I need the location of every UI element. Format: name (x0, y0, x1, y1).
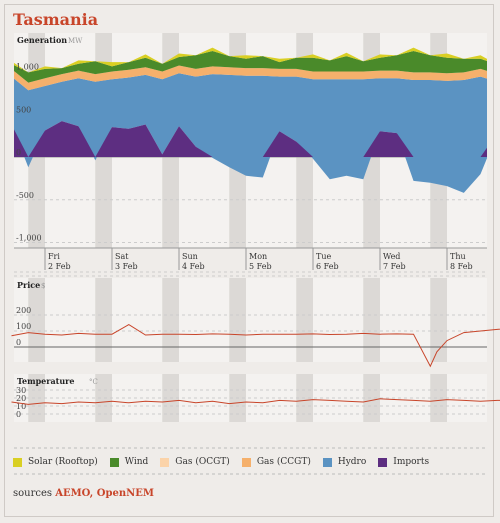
gen-ytick-label: -1,000 (16, 234, 42, 243)
night-band (95, 278, 112, 362)
sources: sources AEMO, OpenNEM (13, 488, 154, 499)
gen-ytick-label: 0 (16, 148, 21, 157)
date-label: 8 Feb (450, 262, 473, 271)
night-band (229, 278, 246, 362)
night-band (363, 374, 380, 422)
night-band (296, 278, 313, 362)
date-label: 3 Feb (115, 262, 138, 271)
date-label: 6 Feb (316, 262, 339, 271)
legend-item-imports: Imports (378, 457, 429, 467)
gen-ytick-label: 1,000 (16, 63, 39, 72)
legend-item-solar: Solar (Rooftop) (13, 457, 98, 467)
legend-swatch-solar (13, 457, 22, 467)
day-label: Sat (115, 252, 129, 261)
temp-ytick-label: 20 (16, 394, 26, 403)
price-ytick-label: 100 (16, 322, 31, 331)
legend-item-hydro: Hydro (322, 457, 367, 467)
price-unit: $ (41, 282, 45, 290)
area-hydro (14, 73, 487, 193)
gen-ytick-label: 500 (16, 105, 31, 114)
legend-label-gas-ccgt: Gas (CCGT) (256, 457, 311, 467)
area-imports (14, 121, 487, 157)
temp-line (11, 398, 500, 405)
gen-title: Generation (17, 35, 67, 45)
day-label: Fri (48, 252, 60, 261)
night-band (430, 278, 447, 362)
legend-swatch-wind (109, 457, 119, 467)
legend-swatch-hydro (322, 457, 332, 467)
night-band (95, 374, 112, 422)
sources-links[interactable]: AEMO, OpenNEM (55, 488, 154, 499)
price-ytick-label: 200 (16, 306, 31, 315)
temp-unit: °C (89, 378, 98, 386)
panel-bg-price (14, 278, 487, 362)
day-label: Sun (182, 252, 198, 261)
area-wind (14, 51, 487, 83)
legend-swatch-imports (378, 457, 388, 467)
night-band (28, 374, 45, 422)
date-label: 4 Feb (182, 262, 205, 271)
day-label: Tue (316, 252, 331, 261)
night-band (363, 278, 380, 362)
legend-label-imports: Imports (393, 457, 430, 467)
price-ytick-label: 0 (16, 338, 21, 347)
area-gas-ccgt (14, 65, 487, 91)
sources-label: sources (13, 488, 53, 499)
price-title: Price (17, 280, 40, 290)
temp-ytick-label: 10 (16, 402, 26, 411)
price-line (11, 324, 500, 368)
date-label: 5 Feb (249, 262, 272, 271)
date-label: 7 Feb (383, 262, 406, 271)
gen-unit: MW (68, 37, 83, 45)
temp-ytick-label: 30 (16, 386, 26, 395)
date-label: 2 Feb (48, 262, 71, 271)
night-band (430, 374, 447, 422)
day-label: Wed (383, 252, 400, 261)
gen-ytick-label: -500 (16, 191, 34, 200)
legend-swatch-gas-ccgt (241, 457, 251, 467)
legend-label-hydro: Hydro (337, 457, 367, 467)
day-label: Thu (450, 252, 466, 261)
legend-item-wind: Wind (109, 457, 149, 467)
gen-areas (14, 47, 487, 193)
temp-ytick-label: 0 (16, 410, 21, 419)
page-title: Tasmania (13, 10, 99, 29)
legend-label-solar: Solar (Rooftop) (28, 457, 98, 467)
night-band (162, 278, 179, 362)
legend-label-wind: Wind (124, 457, 149, 467)
legend-label-gas-ocgt: Gas (OCGT) (175, 457, 230, 467)
legend-item-gas-ocgt: Gas (OCGT) (160, 457, 230, 467)
temp-title: Temperature (17, 376, 75, 386)
legend-swatch-gas-ocgt (160, 457, 170, 467)
legend: Solar (Rooftop) Wind Gas (OCGT) Gas (CCG… (13, 457, 441, 467)
legend-item-gas-ccgt: Gas (CCGT) (241, 457, 311, 467)
day-label: Mon (249, 252, 267, 261)
night-band (28, 278, 45, 362)
